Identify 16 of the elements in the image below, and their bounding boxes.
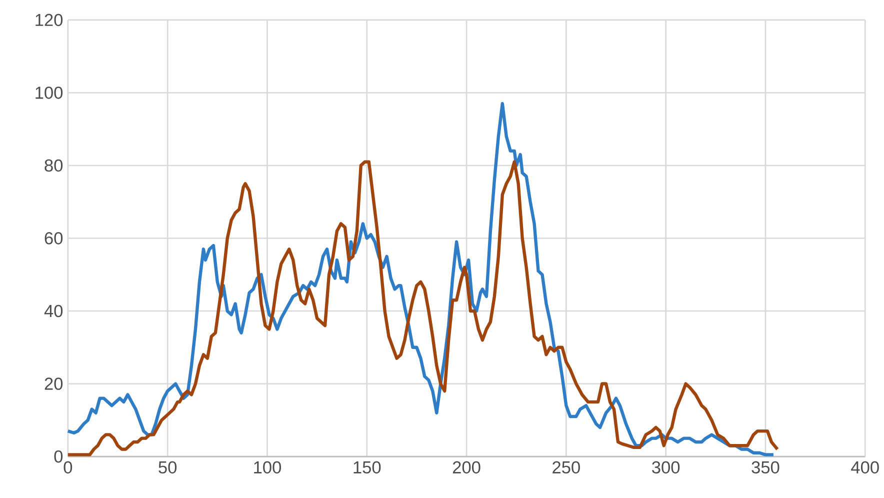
x-tick-label: 400	[851, 460, 879, 474]
y-tick-label: 60	[44, 232, 63, 244]
y-tick-label: 100	[36, 86, 63, 99]
y-tick-label: 120	[36, 14, 63, 26]
x-tick-label: 50	[158, 460, 177, 474]
x-tick-label: 100	[254, 460, 281, 474]
y-tick-label: 0	[54, 450, 63, 462]
y-tick-label: 20	[44, 377, 63, 390]
y-tick-label: 40	[44, 304, 63, 317]
x-tick-label: 150	[354, 460, 381, 474]
x-tick-label: 0	[64, 460, 72, 474]
x-tick-label: 350	[752, 460, 780, 474]
y-tick-label: 80	[44, 159, 63, 172]
x-tick-label: 250	[552, 460, 580, 474]
x-tick-label: 300	[652, 460, 680, 474]
x-tick-label: 200	[452, 460, 480, 474]
